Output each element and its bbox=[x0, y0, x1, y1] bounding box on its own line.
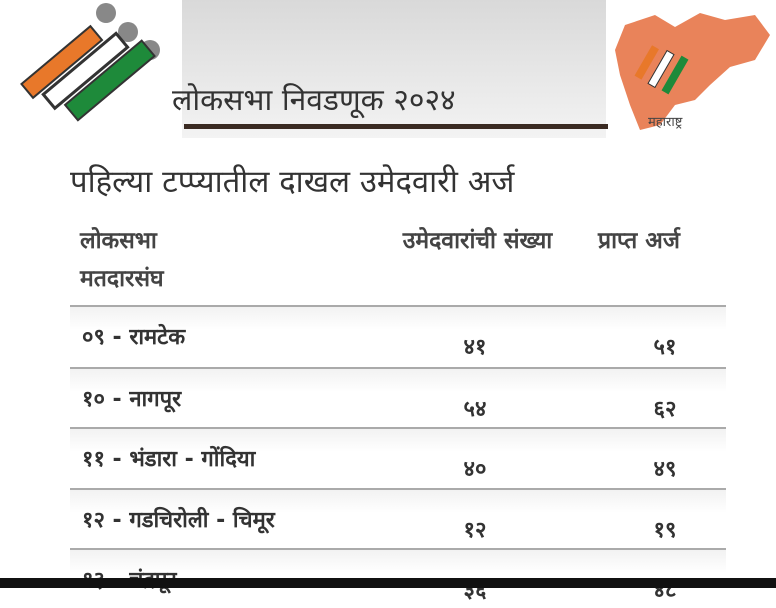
table-row: ११ - भंडारा - गोंदिया ४० ४९ bbox=[70, 427, 726, 487]
state-label: महाराष्ट्र bbox=[648, 115, 683, 130]
candidates-cell: ५४ bbox=[463, 397, 487, 422]
header-banner bbox=[182, 0, 606, 138]
candidates-cell: ४१ bbox=[463, 335, 487, 360]
column-header-candidates: उमेदवारांची संख्या bbox=[402, 228, 553, 254]
constituency-cell: १२ - गडचिरोली - चिमूर bbox=[82, 508, 275, 533]
page-title: लोकसभा निवडणूक २०२४ bbox=[172, 83, 456, 118]
table-row: १२ - गडचिरोली - चिमूर १२ १९ bbox=[70, 488, 726, 548]
candidates-cell: १२ bbox=[463, 518, 487, 543]
bottom-bar bbox=[0, 578, 776, 588]
election-commission-logo bbox=[8, 0, 168, 140]
column-header-applications: प्राप्त अर्ज bbox=[598, 228, 680, 254]
subtitle: पहिल्या टप्प्यातील दाखल उमेदवारी अर्ज bbox=[70, 164, 515, 200]
constituency-cell: ०९ - रामटेक bbox=[82, 325, 186, 350]
applications-cell: १९ bbox=[653, 518, 677, 543]
applications-cell: ५१ bbox=[653, 335, 677, 360]
constituency-cell: १० - नागपूर bbox=[82, 387, 182, 412]
table-row: ०९ - रामटेक ४१ ५१ bbox=[70, 305, 726, 365]
title-underline bbox=[184, 124, 608, 129]
applications-cell: ६२ bbox=[653, 397, 677, 422]
table-row: १० - नागपूर ५४ ६२ bbox=[70, 367, 726, 427]
candidates-cell: ४० bbox=[463, 457, 487, 482]
column-header-constituency: लोकसभा मतदारसंघ bbox=[80, 228, 164, 292]
maharashtra-map-icon bbox=[605, 5, 775, 135]
applications-cell: ४९ bbox=[653, 457, 677, 482]
constituency-cell: ११ - भंडारा - गोंदिया bbox=[82, 447, 256, 472]
